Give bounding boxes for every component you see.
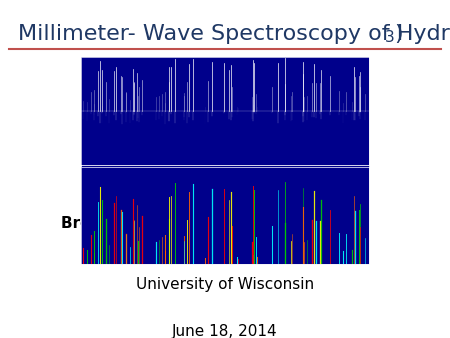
Text: ): ) <box>394 24 402 44</box>
Text: Millimeter- Wave Spectroscopy of Hydrazoic acid (HN: Millimeter- Wave Spectroscopy of Hydrazo… <box>18 24 450 44</box>
Text: Brent K. Amberger,: Brent K. Amberger, <box>61 216 225 231</box>
Text: Brian J. Esselman,: Brian J. Esselman, <box>225 216 367 231</box>
Text: University of Wisconsin: University of Wisconsin <box>136 277 314 292</box>
FancyBboxPatch shape <box>81 57 369 264</box>
Text: R. Claude Woods, Robert J. McMahon: R. Claude Woods, Robert J. McMahon <box>85 247 365 262</box>
Text: 3: 3 <box>385 30 395 45</box>
Text: June 18, 2014: June 18, 2014 <box>172 324 278 338</box>
